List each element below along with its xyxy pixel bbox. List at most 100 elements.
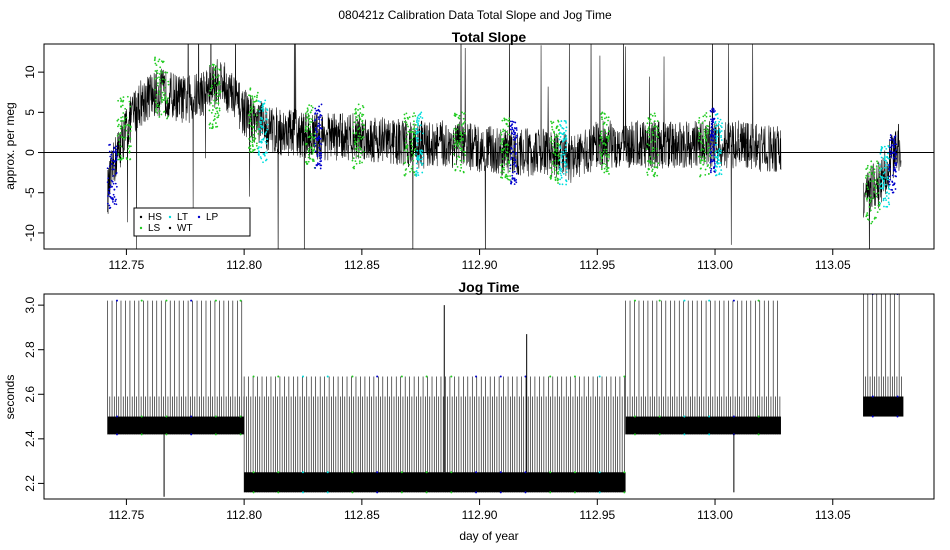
cluster-point <box>419 139 422 142</box>
cluster-point <box>554 176 557 179</box>
y-tick-label-1-2: 0 <box>23 149 37 156</box>
cluster-point <box>112 193 115 196</box>
cluster-point <box>893 156 895 159</box>
cluster-point <box>650 141 653 143</box>
cluster-point <box>601 153 603 155</box>
total-slope-axes: 112.75 112.80 112.85 112.90 112.95 113.00 113.… <box>23 65 851 272</box>
cluster-point <box>412 115 414 118</box>
cluster-point <box>554 159 557 162</box>
cluster-point <box>216 84 218 87</box>
cluster-point <box>164 98 167 101</box>
jog-marker <box>277 375 280 378</box>
cluster-point <box>657 131 659 134</box>
cluster-point <box>314 127 317 130</box>
cluster-point <box>875 165 878 168</box>
cluster-point <box>883 155 886 158</box>
cluster-point <box>557 120 560 123</box>
cluster-point <box>713 163 716 165</box>
jog-marker <box>524 471 527 474</box>
cluster-point <box>363 128 366 131</box>
jog-marker <box>633 415 636 418</box>
cluster-point <box>714 125 717 128</box>
cluster-point <box>409 170 411 173</box>
cluster-point <box>110 163 113 165</box>
cluster-point <box>513 157 516 159</box>
cluster-point <box>406 133 409 136</box>
cluster-point <box>110 179 113 182</box>
cluster-point <box>515 165 517 168</box>
jog-marker <box>732 415 735 418</box>
cluster-point <box>883 171 886 174</box>
cluster-point <box>887 145 890 147</box>
cluster-point <box>305 143 307 146</box>
cluster-point <box>868 197 871 200</box>
cluster-point <box>361 104 364 107</box>
cluster-point <box>407 130 410 133</box>
cluster-point <box>562 151 565 153</box>
cluster-point <box>354 140 357 143</box>
cluster-point <box>715 174 718 176</box>
cluster-point <box>315 137 318 140</box>
cluster-point <box>215 122 217 124</box>
cluster-point <box>320 127 323 130</box>
cluster-point <box>510 152 513 155</box>
cluster-point <box>607 130 610 133</box>
cluster-point <box>307 156 310 159</box>
cluster-point <box>883 157 886 160</box>
point-cluster-ls-17 <box>645 112 660 178</box>
cluster-point <box>259 124 262 127</box>
cluster-point <box>715 150 718 153</box>
legend-wt: WT <box>177 223 193 234</box>
cluster-point <box>701 137 704 139</box>
point-cluster-lp-13 <box>509 120 519 186</box>
cluster-point <box>414 124 417 126</box>
jog-marker <box>140 415 143 418</box>
cluster-point <box>318 105 320 108</box>
cluster-point <box>870 222 873 225</box>
cluster-point <box>500 171 503 174</box>
cluster-point <box>646 160 649 163</box>
cluster-point <box>307 153 310 156</box>
cluster-point <box>112 175 115 177</box>
cluster-point <box>249 150 252 153</box>
cluster-point <box>514 127 517 130</box>
cluster-point <box>560 168 563 171</box>
jog-marker <box>376 471 379 474</box>
cluster-point <box>891 191 894 194</box>
cluster-point <box>454 129 457 132</box>
cluster-point <box>559 145 561 148</box>
cluster-point <box>266 138 269 140</box>
cluster-point <box>866 214 869 217</box>
point-cluster-ls-12 <box>499 117 511 181</box>
total-slope-frame <box>43 43 935 250</box>
cluster-point <box>419 115 422 118</box>
cluster-point <box>314 167 317 169</box>
cluster-point <box>506 143 508 146</box>
cluster-point <box>554 148 556 151</box>
cluster-point <box>895 143 898 146</box>
cluster-point <box>559 146 562 149</box>
cluster-point <box>357 109 359 111</box>
y-tick-label-1-4: 10 <box>23 65 37 79</box>
cluster-point <box>119 97 122 100</box>
cluster-point <box>121 100 124 103</box>
cluster-point <box>307 125 310 128</box>
cluster-point <box>563 119 566 122</box>
x-tick-label-2-5: 113.00 <box>697 508 733 522</box>
cluster-point <box>870 198 873 201</box>
cluster-point <box>314 129 317 132</box>
cluster-point <box>561 140 564 143</box>
cluster-point <box>650 161 653 163</box>
cluster-point <box>257 153 260 155</box>
legend-lp: LP <box>206 212 219 223</box>
cluster-point <box>125 116 128 119</box>
cluster-point <box>462 122 465 124</box>
cluster-point <box>559 165 561 168</box>
cluster-point <box>604 129 606 131</box>
cluster-point <box>705 139 708 142</box>
cluster-point <box>357 135 360 138</box>
jog-marker <box>623 375 626 378</box>
cluster-point <box>417 123 419 126</box>
cluster-point <box>560 161 563 164</box>
cluster-point <box>320 114 323 117</box>
